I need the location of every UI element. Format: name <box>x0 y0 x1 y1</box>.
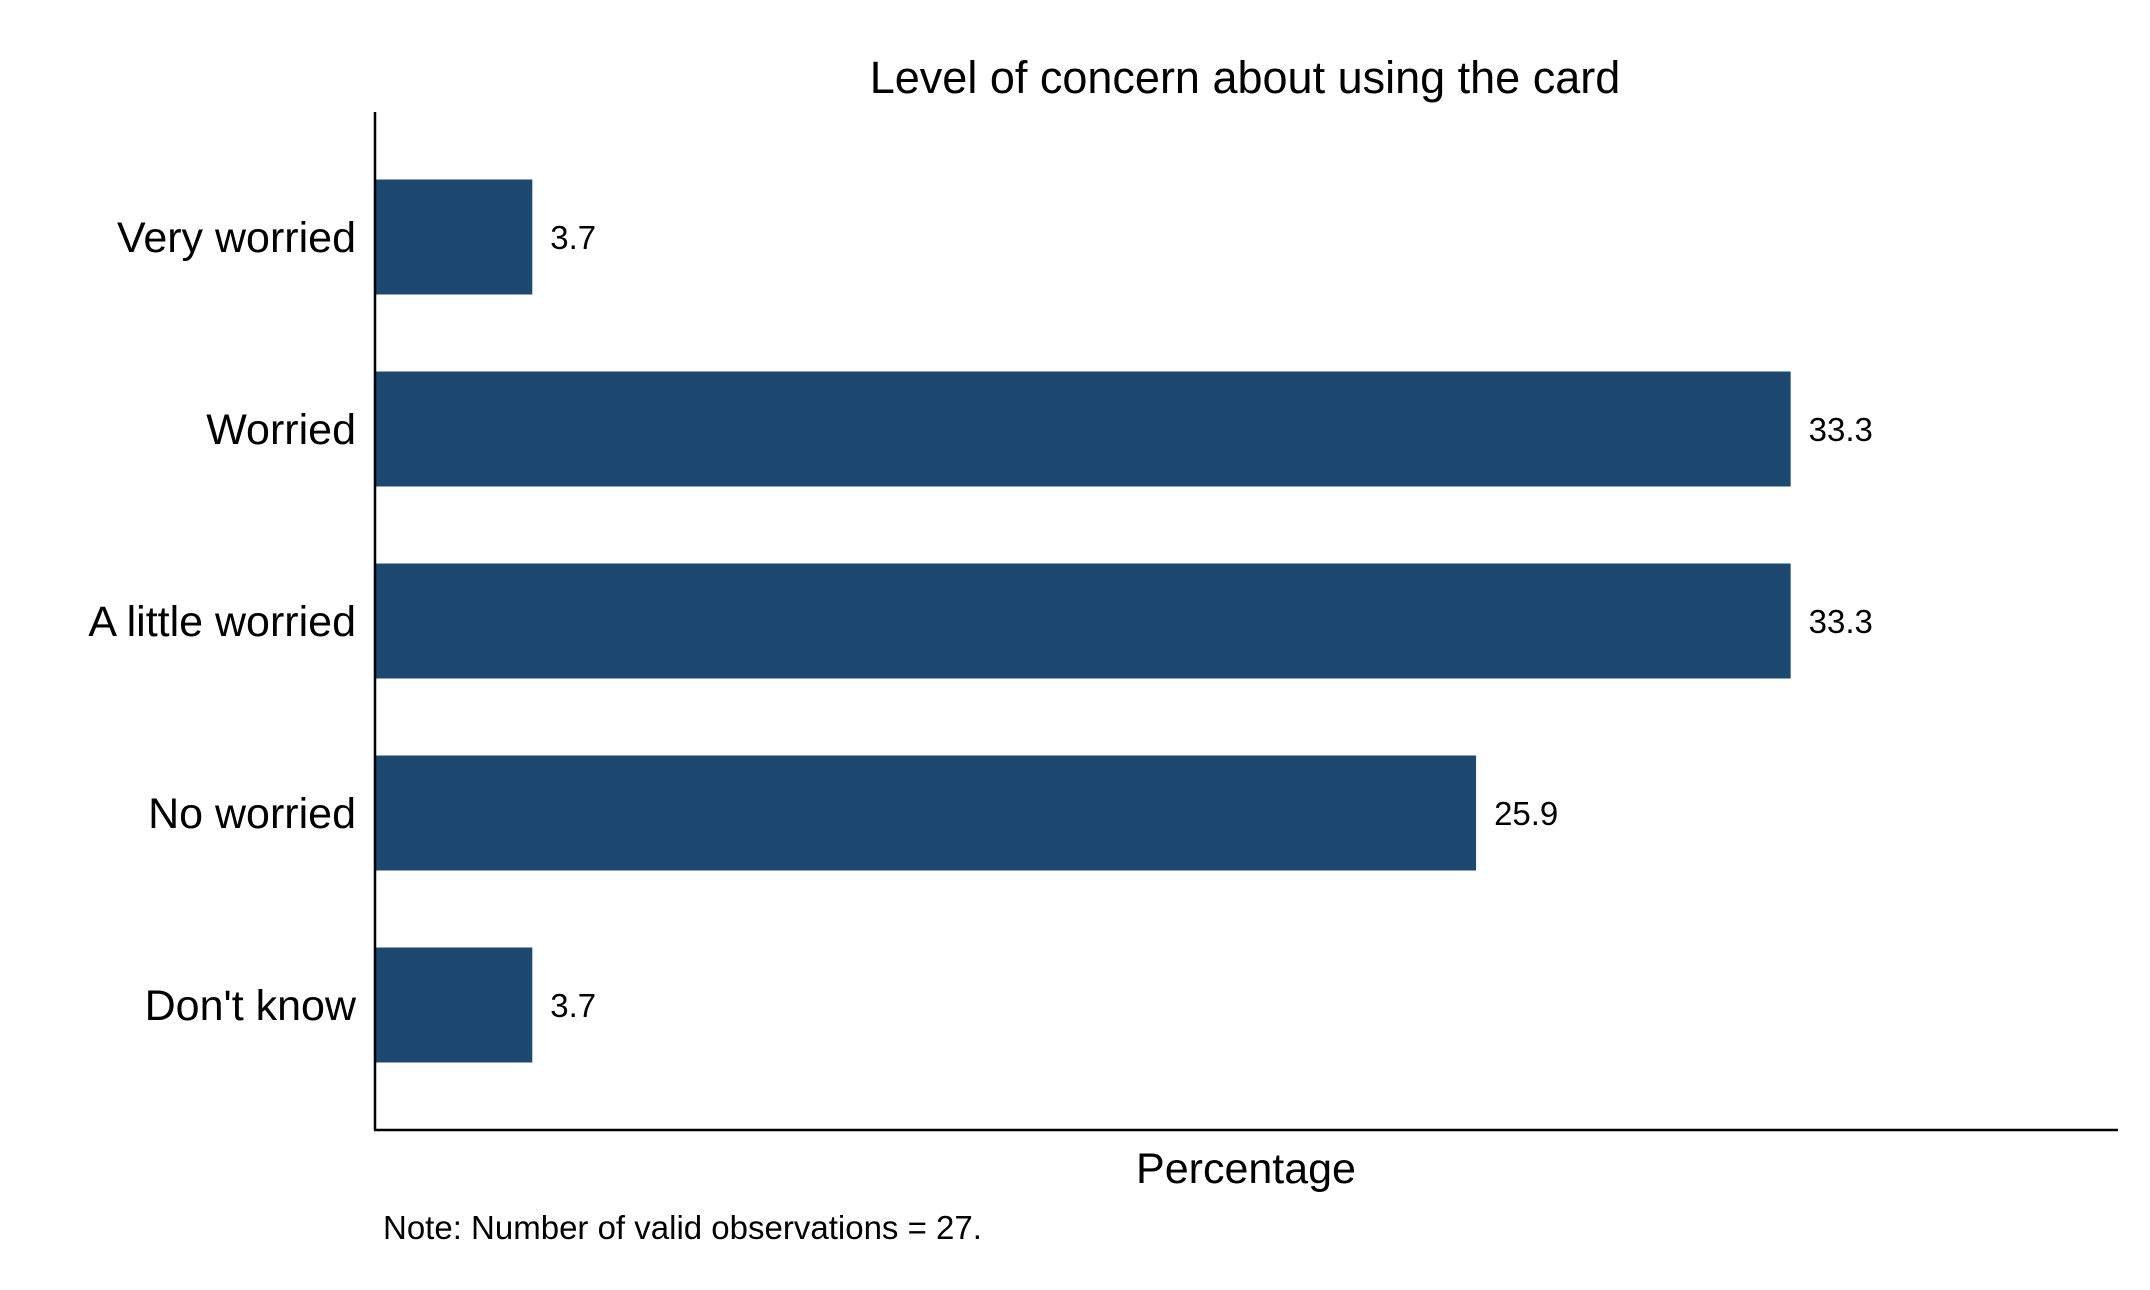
category-label-0: Very worried <box>117 214 356 262</box>
value-label-0: 3.7 <box>550 219 596 256</box>
value-label-3: 25.9 <box>1494 795 1558 832</box>
bar-1 <box>375 371 1791 487</box>
chart-title: Level of concern about using the card <box>870 52 1621 103</box>
value-labels: 3.7 33.3 33.3 25.9 3.7 <box>550 219 1873 1024</box>
value-label-4: 3.7 <box>550 987 596 1024</box>
bar-0 <box>375 179 533 295</box>
bars-layer <box>375 179 1791 1063</box>
bar-2 <box>375 563 1791 679</box>
category-label-3: No worried <box>148 790 356 838</box>
value-label-2: 33.3 <box>1809 603 1873 640</box>
x-axis-label: Percentage <box>1136 1145 1356 1193</box>
category-label-4: Don't know <box>145 982 357 1030</box>
category-label-2: A little worried <box>88 598 356 646</box>
category-labels: Very worried Worried A little worried No wo… <box>88 214 357 1030</box>
category-label-1: Worried <box>206 406 356 454</box>
chart-note: Note: Number of valid observations = 27. <box>383 1209 982 1246</box>
bar-3 <box>375 755 1477 871</box>
value-label-1: 33.3 <box>1809 411 1873 448</box>
bar-4 <box>375 947 533 1063</box>
